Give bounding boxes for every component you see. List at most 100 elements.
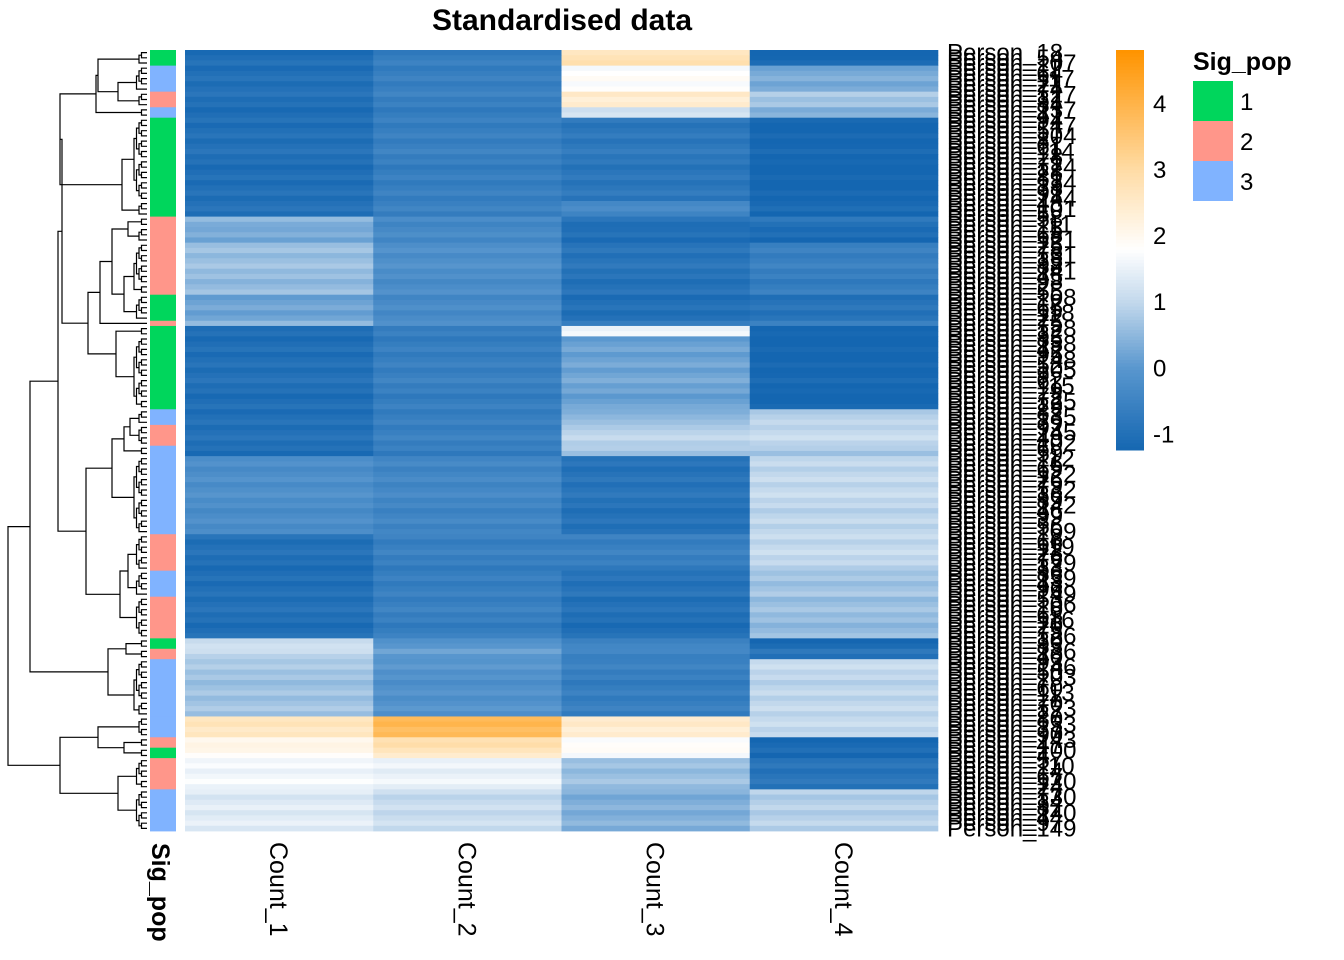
annotation-block (150, 294, 176, 322)
heatmap-cell (561, 247, 751, 254)
colorbar-segment (1116, 330, 1144, 334)
dendrogram-branch (138, 205, 147, 215)
row-label: Person_18 (947, 144, 1063, 171)
heatmap-cell (561, 107, 751, 113)
heatmap-cell (561, 430, 751, 436)
colorbar-segment (1116, 376, 1144, 381)
colorbar-segment (1116, 423, 1144, 428)
dendrogram-branch (140, 265, 147, 272)
colorbar-segment (1116, 156, 1144, 161)
heatmap-cells (185, 50, 939, 832)
dendrogram-branch (140, 203, 147, 210)
dendrogram-branch (140, 661, 147, 668)
heatmap-cell (373, 117, 562, 124)
legend-label: 3 (1240, 169, 1253, 196)
heatmap-cell (749, 325, 939, 332)
heatmap-cell (561, 341, 751, 348)
row-label: Person_126 (947, 623, 1076, 650)
heatmap-cell (373, 700, 562, 707)
heatmap-cell (749, 148, 939, 155)
heatmap-cell (185, 96, 374, 103)
heatmap-cell (561, 669, 751, 676)
heatmap-cell (185, 581, 374, 587)
heatmap-cell (185, 253, 374, 259)
heatmap-cell (373, 581, 562, 587)
heatmap-cell (749, 372, 939, 379)
dendrogram-branch (138, 54, 147, 64)
heatmap-cell (561, 815, 751, 821)
heatmap-cell (373, 331, 562, 337)
heatmap-cell (561, 518, 751, 525)
heatmap-cell (749, 393, 939, 400)
colorbar-segment (1116, 256, 1144, 261)
row-label: Person_131 (947, 243, 1076, 270)
dendrogram-branch (140, 692, 147, 699)
heatmap-cell (749, 487, 939, 493)
heatmap-cell (561, 154, 751, 160)
legend-title: Sig_pop (1193, 48, 1292, 76)
heatmap-cell (373, 294, 562, 301)
row-label: Person_3 (947, 508, 1050, 535)
heatmap-cell (373, 742, 562, 749)
annotation-block (150, 336, 176, 410)
heatmap-cell (373, 575, 562, 582)
heatmap-cell (561, 497, 751, 504)
dendrogram-branch (140, 161, 147, 168)
row-label: Person_127 (947, 81, 1076, 108)
heatmap-cell (373, 695, 562, 702)
dendrogram-branch (140, 390, 147, 397)
heatmap-cell (185, 258, 374, 264)
colorbar-segment (1116, 56, 1144, 61)
heatmap-cell (749, 680, 939, 686)
row-labels: Person_18Person_54Person_107Person_11Per… (947, 40, 1076, 843)
dendrogram-branch (140, 499, 147, 507)
dendrogram-branch (140, 93, 147, 101)
heatmap-cell (185, 325, 374, 332)
colorbar-segment (1116, 396, 1144, 401)
heatmap-cell (373, 232, 562, 238)
heatmap-cell (749, 523, 939, 530)
row-label: Person_37 (947, 717, 1063, 744)
colorbar-segment (1116, 430, 1144, 434)
heatmap-cell (561, 143, 751, 150)
heatmap-cell (185, 810, 374, 816)
colorbar-segment (1116, 200, 1144, 204)
row-label: Person_42 (947, 336, 1063, 363)
heatmap-cell (185, 653, 374, 660)
dendrogram-branch (140, 255, 147, 262)
heatmap-cell (373, 607, 562, 613)
row-label: Person_22 (947, 305, 1063, 332)
dendrogram-branch (125, 642, 142, 655)
colorbar-segment (1116, 136, 1144, 141)
heatmap-cell (561, 659, 751, 665)
colorbar-segment (1116, 410, 1144, 414)
row-label: Person_87 (947, 795, 1063, 822)
heatmap-cell (749, 440, 939, 447)
annotation-block (150, 325, 176, 337)
heatmap-cell (373, 404, 562, 410)
heatmap-cell (561, 294, 751, 301)
row-label: Person_15 (947, 217, 1063, 244)
dendrogram-branch (140, 140, 147, 147)
heatmap-cell (373, 414, 562, 421)
dendrogram-branch (140, 348, 147, 356)
heatmap-cell (373, 763, 562, 769)
row-label: Person_114 (947, 139, 1075, 166)
heatmap-cell (373, 518, 562, 525)
colorbar-segment (1116, 190, 1144, 194)
heatmap-cell (561, 664, 751, 670)
heatmap-cell (373, 305, 562, 311)
row-label: Person_27 (947, 701, 1063, 728)
heatmap-cell (749, 263, 939, 270)
heatmap-cell (373, 653, 562, 660)
heatmap-cell (373, 357, 562, 363)
annotation-block (150, 50, 176, 67)
heatmap-cell (561, 200, 751, 207)
colorbar-segment (1116, 373, 1144, 378)
row-label: Person_132 (947, 477, 1076, 504)
heatmap-cell (373, 159, 562, 165)
colorbar-segment (1116, 280, 1144, 284)
row-label: Person_6 (947, 435, 1050, 462)
colorbar-segment (1116, 133, 1144, 138)
heatmap-cell (749, 424, 939, 431)
